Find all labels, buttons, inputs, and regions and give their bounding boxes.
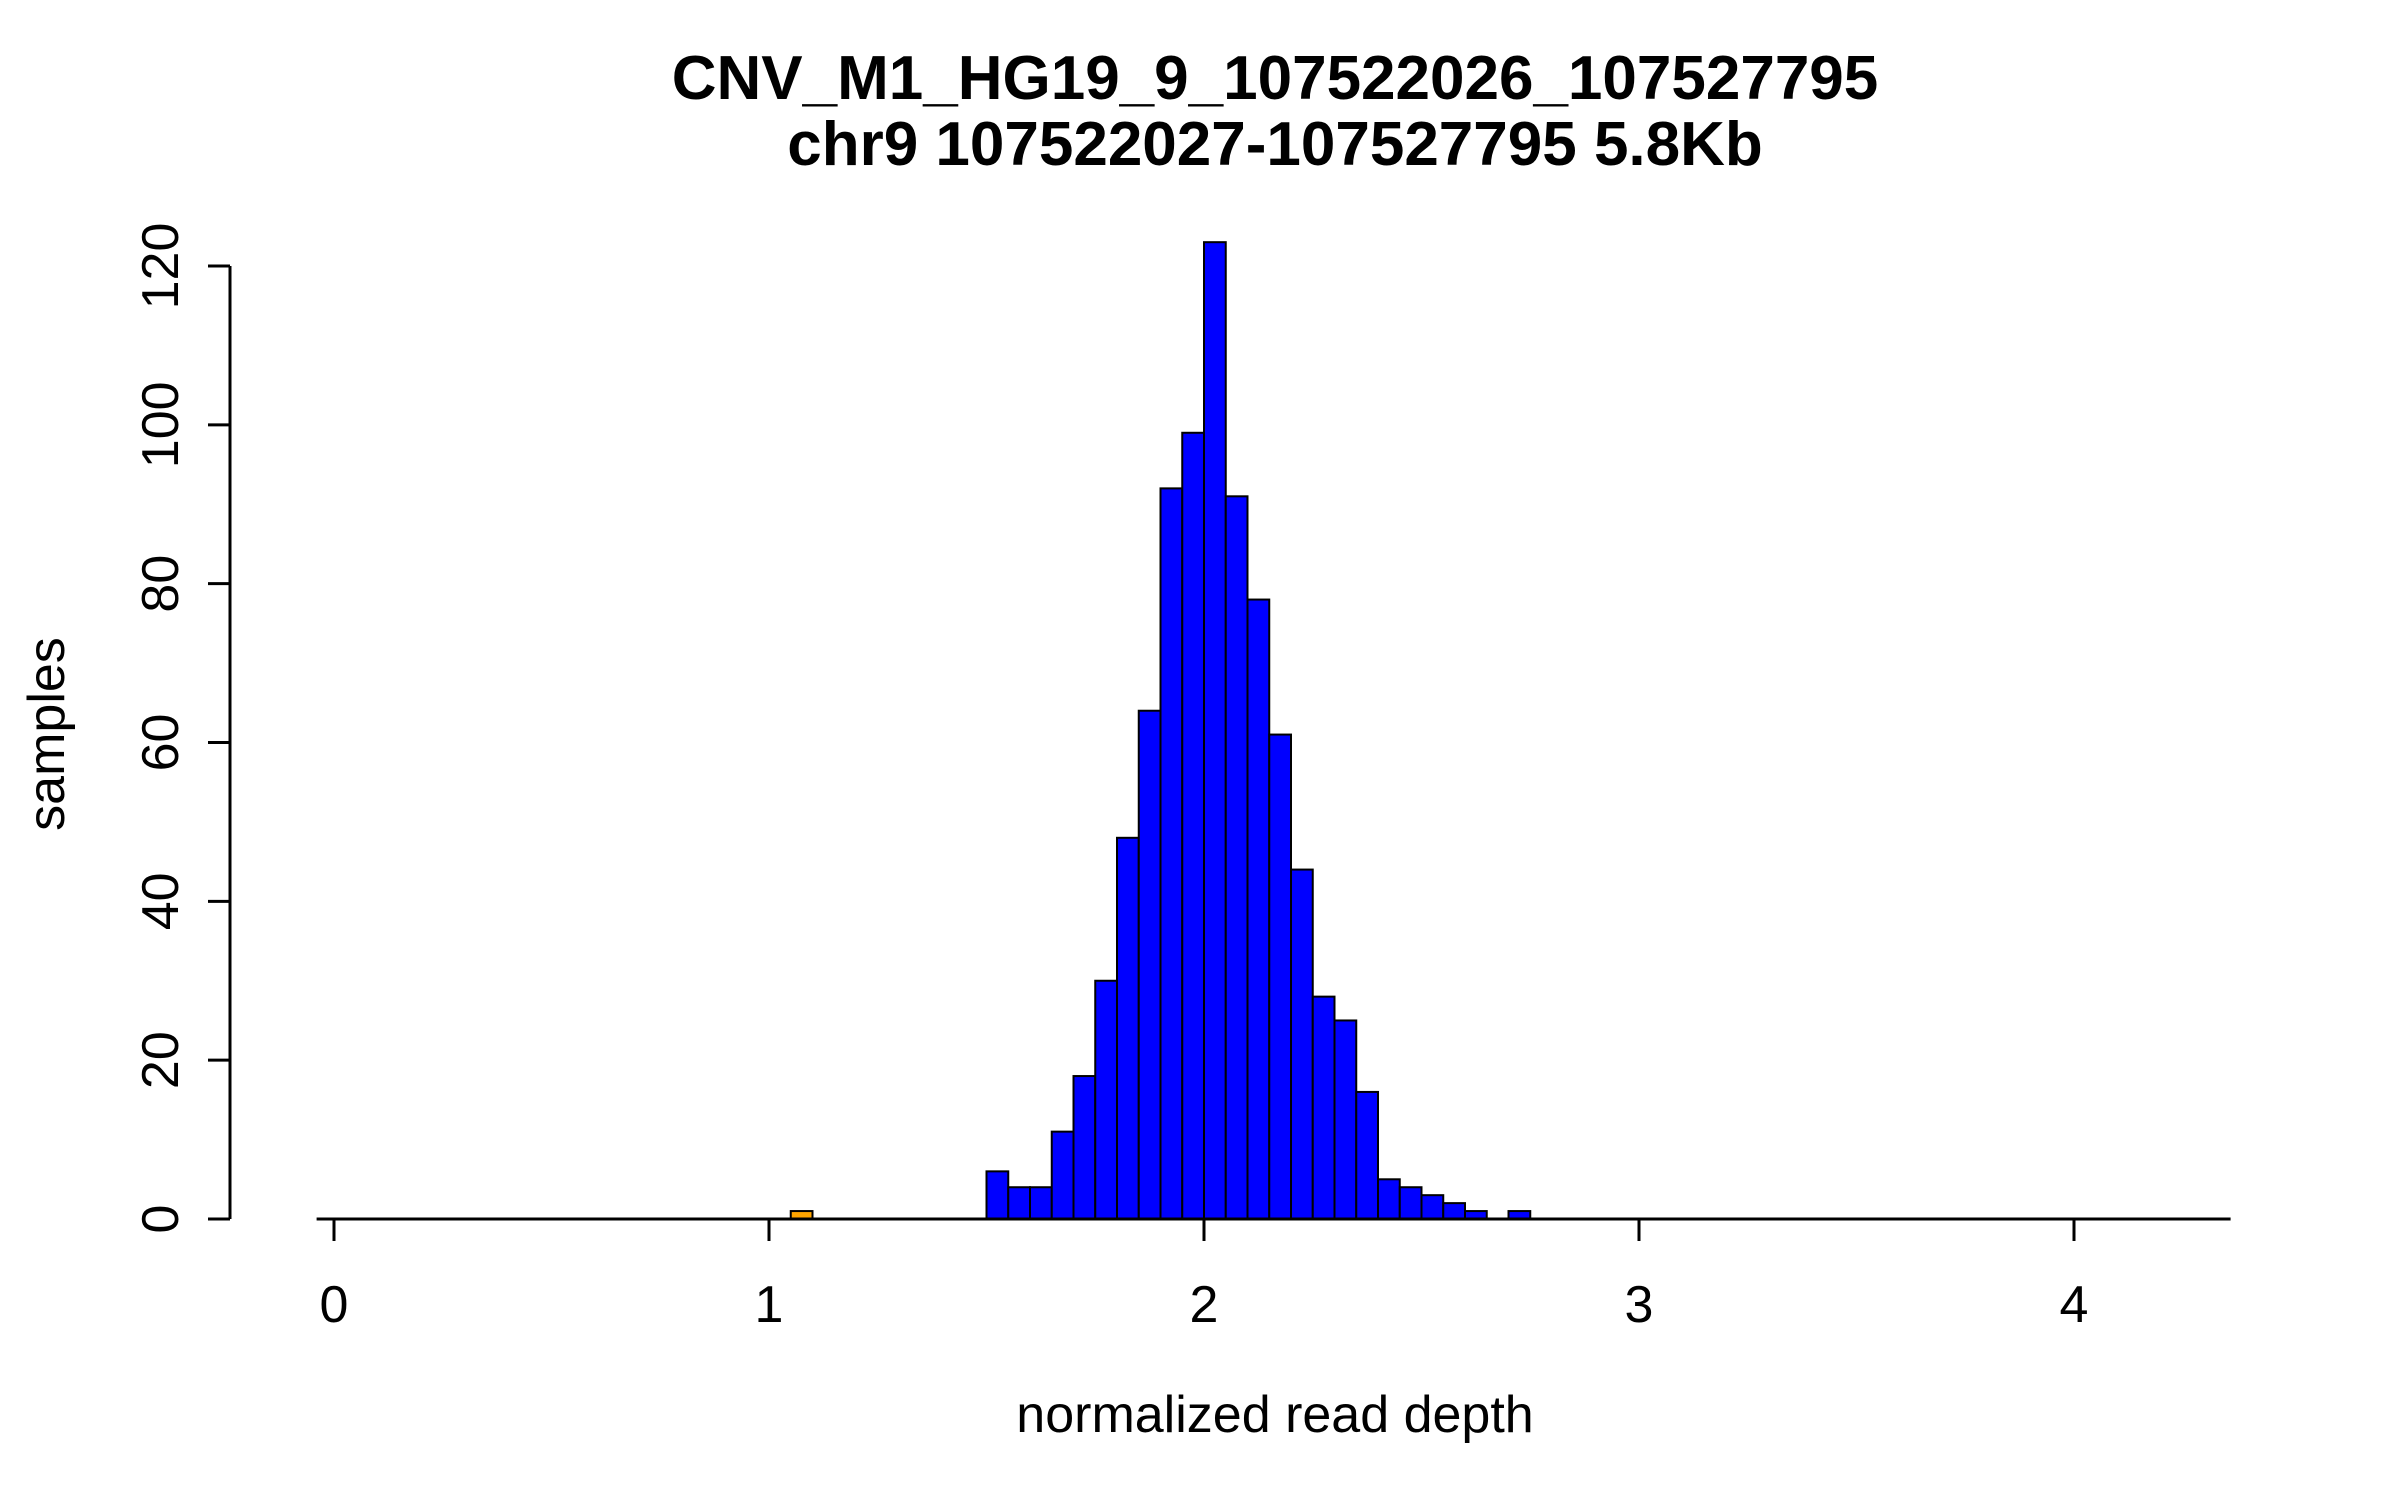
histogram-bar [1268,733,1292,1220]
histogram-bar [1398,1186,1423,1220]
y-tick-label: 20 [132,1031,190,1089]
y-axis-label: samples [18,637,76,831]
histogram-bar [1355,1090,1379,1221]
x-tick-label: 2 [1190,1276,1219,1334]
histogram-bar [1050,1130,1075,1221]
histogram-bar [985,1170,1010,1220]
chart-subtitle: chr9 107522027-107527795 5.8Kb [787,110,1763,179]
y-tick-label: 60 [132,714,190,772]
x-tick-label: 3 [1625,1276,1654,1334]
histogram-bar [1246,598,1271,1220]
chart-title: CNV_M1_HG19_9_107522026_107527795 [671,44,1879,113]
y-tick-label: 40 [132,872,190,930]
histogram-bar [1007,1186,1031,1220]
x-axis-label: normalized read depth [1016,1386,1534,1444]
x-tick-label: 0 [320,1276,349,1334]
histogram-bar [1137,709,1162,1220]
histogram-bar [1224,495,1249,1220]
histogram-bar [1203,241,1227,1221]
histogram-bar [1290,868,1314,1220]
histogram-bar [1094,979,1118,1220]
x-tick-label: 4 [2060,1276,2089,1334]
histogram-bar [1072,1075,1097,1221]
y-tick-label: 100 [132,381,190,468]
y-tick-label: 0 [132,1205,190,1234]
histogram-bar [1181,431,1205,1220]
x-tick-label: 1 [755,1276,784,1334]
histogram-bar [1029,1186,1053,1220]
histogram-bar [1420,1194,1445,1221]
chart-title-block: CNV_M1_HG19_9_107522026_107527795 chr9 1… [318,46,2232,178]
histogram-bar [1159,487,1184,1220]
histogram-bar [1442,1202,1466,1220]
histogram-bar [1311,995,1336,1220]
histogram-bar [1333,1019,1358,1221]
histogram-bar [1116,836,1140,1220]
y-tick-label: 80 [132,555,190,613]
histogram-bar [1377,1178,1401,1221]
y-tick-label: 120 [132,223,190,310]
